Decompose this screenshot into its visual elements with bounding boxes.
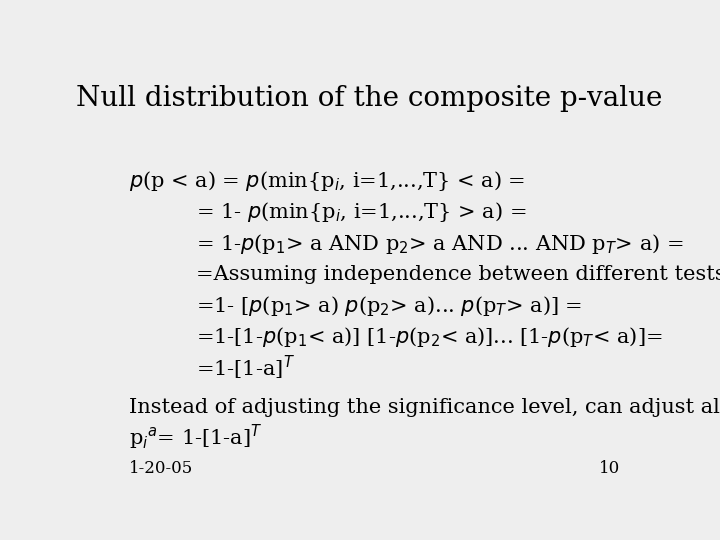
Text: 10: 10: [599, 460, 620, 477]
Text: 1-20-05: 1-20-05: [129, 460, 193, 477]
Text: = 1- $\mathit{p}$(min{p$_{i}$, i=1,...,T} > a) =: = 1- $\mathit{p}$(min{p$_{i}$, i=1,...,T…: [196, 200, 526, 225]
Text: Instead of adjusting the significance level, can adjust all p-values:: Instead of adjusting the significance le…: [129, 399, 720, 417]
Text: p$_{i}$$^{a}$= 1-[1-a]$^{T}$: p$_{i}$$^{a}$= 1-[1-a]$^{T}$: [129, 422, 263, 451]
Text: =1- [$\mathit{p}$(p$_{1}$> a) $\mathit{p}$(p$_{2}$> a)... $\mathit{p}$(p$_{T}$> : =1- [$\mathit{p}$(p$_{1}$> a) $\mathit{p…: [196, 294, 582, 318]
Text: =Assuming independence between different tests =: =Assuming independence between different…: [196, 265, 720, 284]
Text: =1-[1-$\mathit{p}$(p$_{1}$< a)] [1-$\mathit{p}$(p$_{2}$< a)]... [1-$\mathit{p}$(: =1-[1-$\mathit{p}$(p$_{1}$< a)] [1-$\mat…: [196, 325, 662, 349]
Text: Null distribution of the composite p-value: Null distribution of the composite p-val…: [76, 85, 662, 112]
Text: $\mathit{p}$(p < a) = $\mathit{p}$(min{p$_{i}$, i=1,...,T} < a) =: $\mathit{p}$(p < a) = $\mathit{p}$(min{p…: [129, 169, 526, 193]
Text: =1-[1-a]$^{T}$: =1-[1-a]$^{T}$: [196, 354, 295, 382]
Text: = 1-$\mathit{p}$(p$_{1}$> a AND p$_{2}$> a AND ... AND p$_{T}$> a) =: = 1-$\mathit{p}$(p$_{1}$> a AND p$_{2}$>…: [196, 232, 684, 255]
